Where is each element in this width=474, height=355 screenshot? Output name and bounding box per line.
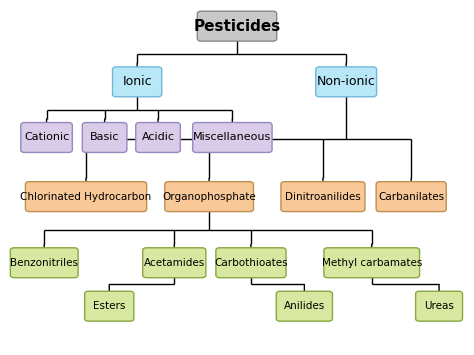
Text: Anilides: Anilides [284, 301, 325, 311]
Text: Organophosphate: Organophosphate [162, 192, 256, 202]
Text: Pesticides: Pesticides [193, 19, 281, 34]
Text: Ionic: Ionic [122, 75, 152, 88]
FancyBboxPatch shape [192, 122, 272, 152]
Text: Benzonitriles: Benzonitriles [10, 258, 78, 268]
FancyBboxPatch shape [197, 11, 277, 41]
Text: Chlorinated Hydrocarbon: Chlorinated Hydrocarbon [20, 192, 152, 202]
FancyBboxPatch shape [136, 122, 180, 152]
FancyBboxPatch shape [416, 291, 463, 321]
Text: Basic: Basic [90, 132, 119, 142]
Text: Miscellaneous: Miscellaneous [193, 132, 272, 142]
FancyBboxPatch shape [21, 122, 73, 152]
FancyBboxPatch shape [316, 67, 376, 97]
FancyBboxPatch shape [10, 248, 78, 278]
FancyBboxPatch shape [376, 182, 446, 212]
Text: Carbothioates: Carbothioates [214, 258, 288, 268]
Text: Esters: Esters [93, 301, 126, 311]
Text: Cationic: Cationic [24, 132, 69, 142]
FancyBboxPatch shape [165, 182, 254, 212]
FancyBboxPatch shape [112, 67, 162, 97]
Text: Ureas: Ureas [424, 301, 454, 311]
FancyBboxPatch shape [324, 248, 419, 278]
FancyBboxPatch shape [85, 291, 134, 321]
Text: Non-ionic: Non-ionic [317, 75, 375, 88]
FancyBboxPatch shape [276, 291, 332, 321]
FancyBboxPatch shape [26, 182, 146, 212]
FancyBboxPatch shape [143, 248, 206, 278]
Text: Dinitroanilides: Dinitroanilides [285, 192, 361, 202]
Text: Acidic: Acidic [142, 132, 174, 142]
Text: Methyl carbamates: Methyl carbamates [321, 258, 422, 268]
Text: Acetamides: Acetamides [144, 258, 205, 268]
FancyBboxPatch shape [216, 248, 286, 278]
FancyBboxPatch shape [82, 122, 127, 152]
FancyBboxPatch shape [281, 182, 365, 212]
Text: Carbanilates: Carbanilates [378, 192, 444, 202]
